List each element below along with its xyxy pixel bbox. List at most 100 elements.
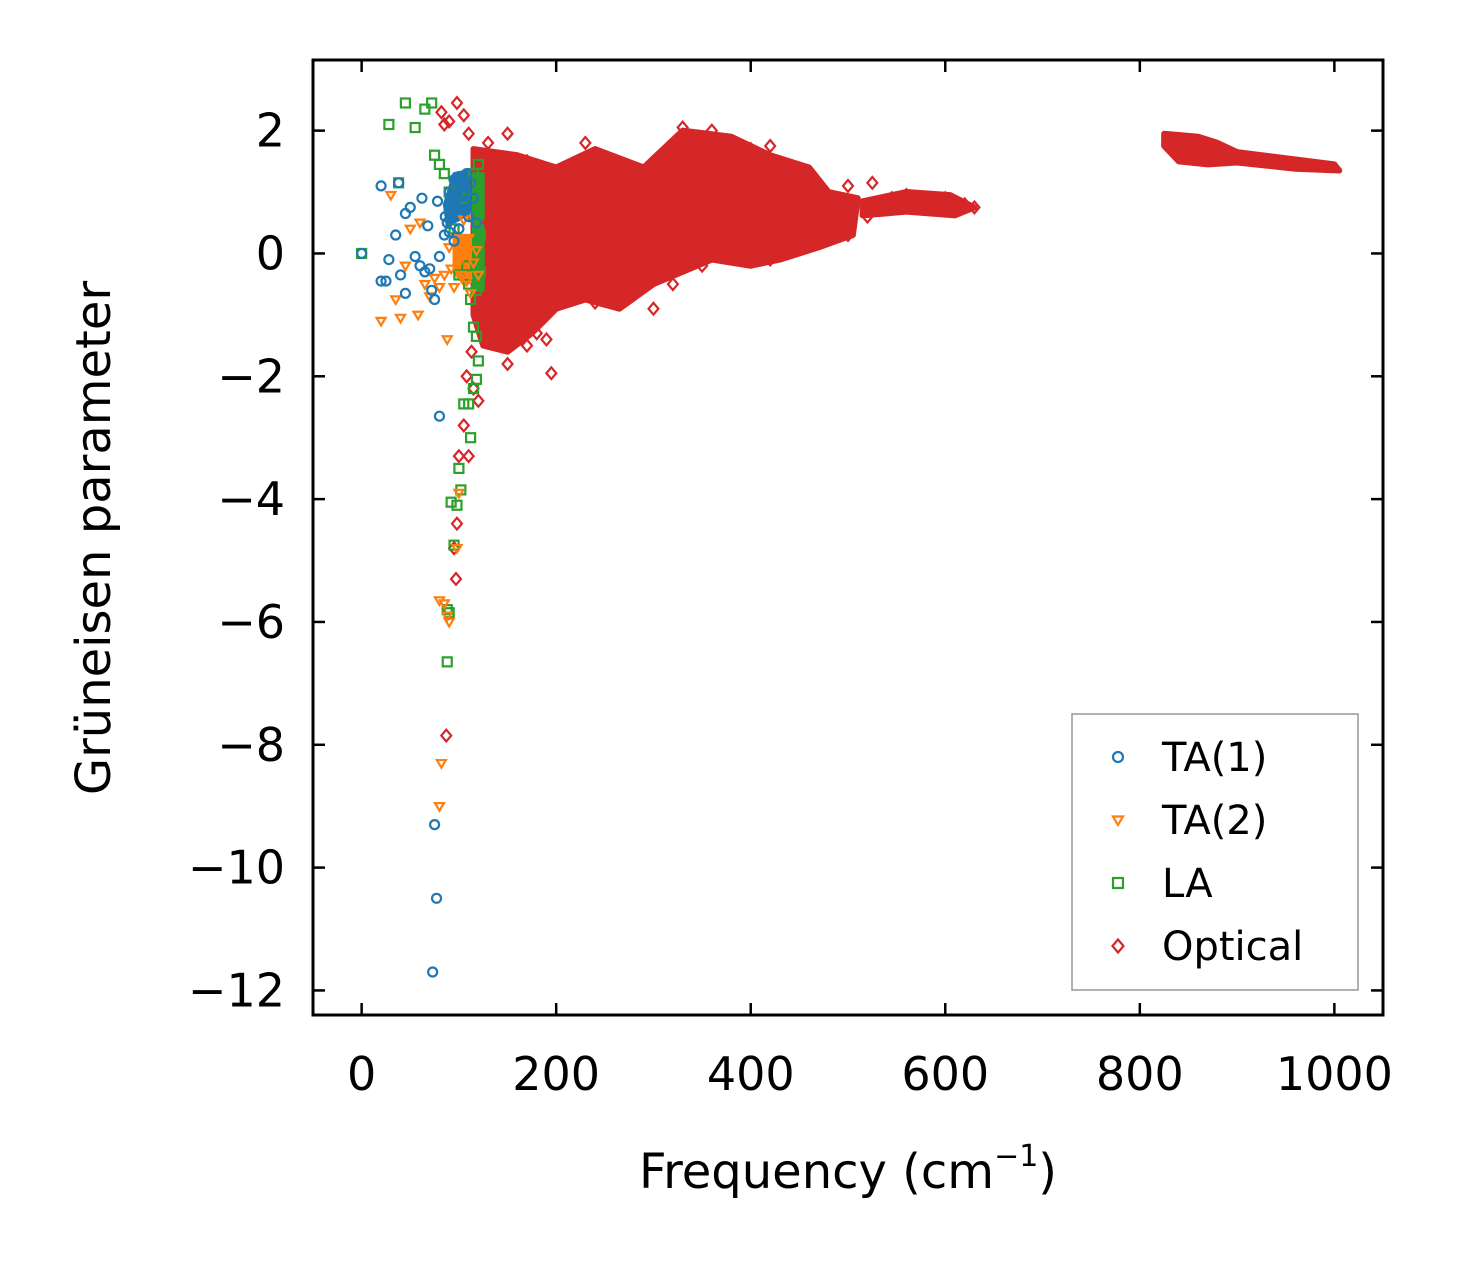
point-optical xyxy=(676,120,690,136)
point-optical xyxy=(476,319,490,335)
point-la xyxy=(453,462,465,475)
point-ta1 xyxy=(375,275,387,287)
point-ta1 xyxy=(445,204,457,217)
point-optical xyxy=(695,209,709,225)
point-ta2 xyxy=(444,264,458,276)
point-ta2 xyxy=(437,270,451,282)
y-tick-label: −12 xyxy=(188,963,285,1017)
point-optical xyxy=(588,245,602,262)
point-optical xyxy=(530,166,544,182)
point-optical xyxy=(450,95,464,111)
point-ta2 xyxy=(403,224,417,236)
point-optical xyxy=(544,365,558,381)
point-optical xyxy=(471,393,485,409)
point-ta2 xyxy=(450,543,464,555)
point-optical xyxy=(460,368,474,384)
point-optical xyxy=(861,209,874,225)
point-ta1 xyxy=(430,892,443,904)
point-optical xyxy=(754,227,767,243)
point-optical xyxy=(763,252,777,268)
point-ta2 xyxy=(450,233,464,245)
point-optical xyxy=(442,113,456,129)
y-tick-label: −8 xyxy=(217,718,285,772)
point-optical xyxy=(617,252,631,268)
point-optical xyxy=(705,123,719,139)
point-optical xyxy=(462,126,476,142)
point-ta1 xyxy=(464,177,477,189)
point-ta1 xyxy=(433,250,446,263)
point-optical xyxy=(452,448,466,464)
point-ta1 xyxy=(404,201,416,213)
point-optical xyxy=(520,338,534,354)
point-optical xyxy=(588,159,602,176)
point-optical xyxy=(792,172,806,188)
point-ta2 xyxy=(411,310,425,322)
point-la xyxy=(438,168,450,180)
point-la xyxy=(441,656,453,668)
point-optical xyxy=(465,344,478,360)
point-optical xyxy=(919,190,933,206)
point-optical xyxy=(608,209,621,225)
point-ta1 xyxy=(380,275,392,287)
point-ta1 xyxy=(375,180,387,192)
point-optical xyxy=(792,239,806,255)
point-optical xyxy=(938,190,952,206)
point-ta2 xyxy=(471,270,485,282)
y-tick-label: −6 xyxy=(217,595,285,649)
point-ta1 xyxy=(427,966,439,978)
point-optical xyxy=(481,215,495,231)
point-optical xyxy=(450,516,464,532)
point-ta1 xyxy=(390,229,402,241)
point-optical xyxy=(773,202,787,219)
point-la xyxy=(472,355,484,367)
point-ta1 xyxy=(393,177,405,189)
point-optical xyxy=(831,209,845,225)
point-optical xyxy=(462,448,476,464)
point-optical xyxy=(647,221,660,237)
point-optical xyxy=(569,233,583,249)
y-tick-label: 2 xyxy=(256,104,285,158)
y-tick-label: −10 xyxy=(188,841,285,895)
legend: TA(1) TA(2) LA Optical xyxy=(1071,713,1359,991)
y-axis-label: Grüneisen parameter xyxy=(66,281,122,796)
point-optical xyxy=(598,276,612,292)
point-ta2 xyxy=(452,488,466,500)
point-ta2 xyxy=(389,295,403,307)
point-ta2 xyxy=(442,243,456,254)
point-la xyxy=(464,432,477,444)
legend-marker-ta2 xyxy=(1111,815,1125,828)
data-points xyxy=(356,95,981,978)
point-la xyxy=(409,121,421,134)
legend-label-optical: Optical xyxy=(1162,924,1303,970)
point-ta1 xyxy=(443,186,455,198)
point-la xyxy=(383,118,395,131)
point-optical xyxy=(685,190,699,206)
point-optical xyxy=(899,187,913,203)
point-optical xyxy=(437,116,451,133)
point-ta1 xyxy=(443,226,455,238)
point-optical xyxy=(588,295,602,311)
point-ta1 xyxy=(459,204,471,217)
point-optical xyxy=(724,166,738,182)
point-la xyxy=(470,373,483,385)
legend-box xyxy=(1071,713,1359,991)
point-optical xyxy=(510,301,524,317)
point-ta2 xyxy=(413,218,427,230)
point-ta2 xyxy=(433,282,446,294)
point-ta1 xyxy=(394,269,407,281)
legend-label-la: LA xyxy=(1162,861,1213,907)
x-axis-label: Frequency (cm−1) xyxy=(639,1139,1057,1200)
point-optical xyxy=(802,221,816,237)
point-ta1 xyxy=(428,819,441,831)
point-ta2 xyxy=(460,276,474,288)
point-optical xyxy=(449,571,463,587)
x-tick-label: 800 xyxy=(1096,1047,1184,1101)
point-optical xyxy=(822,215,835,231)
x-tick-label: 1000 xyxy=(1276,1047,1393,1101)
point-ta2 xyxy=(452,258,466,270)
point-ta1 xyxy=(467,192,480,204)
point-optical xyxy=(841,178,855,194)
point-la xyxy=(474,229,486,241)
point-optical xyxy=(530,325,544,341)
point-optical xyxy=(467,381,480,397)
